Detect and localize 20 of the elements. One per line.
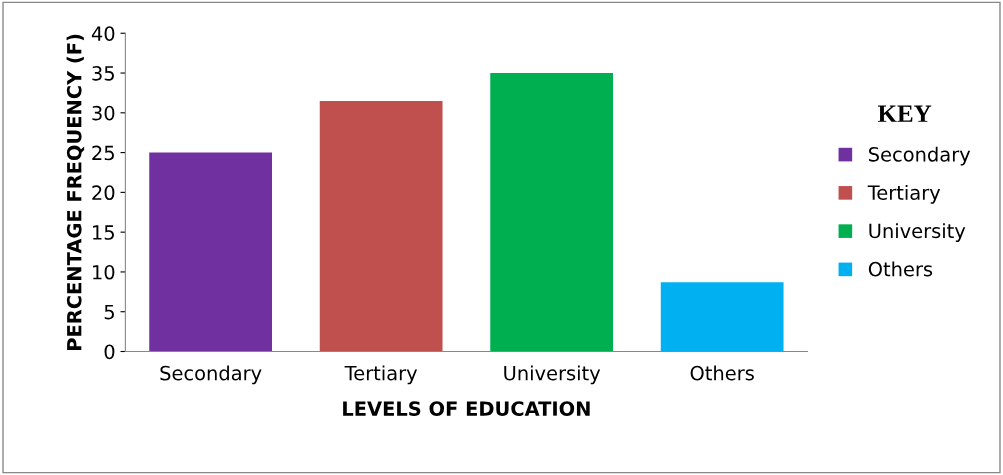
y-tick-label: 15	[93, 225, 114, 240]
y-tick-label: 10	[93, 264, 115, 280]
x-tick-label: Secondary	[160, 365, 262, 385]
legend-label: Tertiary	[867, 184, 941, 204]
x-tick-label: Others	[690, 365, 754, 381]
legend-label: University	[869, 223, 966, 242]
legend-label: Secondary	[869, 146, 971, 166]
x-tick-label: University	[504, 365, 601, 385]
y-tick-label: 20	[92, 185, 115, 201]
x-axis-title: LEVELS OF EDUCATION	[343, 401, 590, 416]
y-tick-label: 25	[92, 145, 114, 161]
y-tick-label: 35	[92, 65, 114, 81]
x-tick-label: Tertiary	[344, 365, 418, 385]
y-axis-title: PERCENTAGE FREQUENCY (F)	[66, 34, 85, 350]
y-tick-label: 30	[92, 105, 115, 121]
y-tick-label: 40	[91, 26, 115, 41]
y-tick-label: 5	[104, 304, 114, 320]
y-tick-label: 0	[104, 344, 115, 360]
legend-label: Others	[868, 261, 933, 277]
legend-title: KEY	[877, 105, 932, 122]
